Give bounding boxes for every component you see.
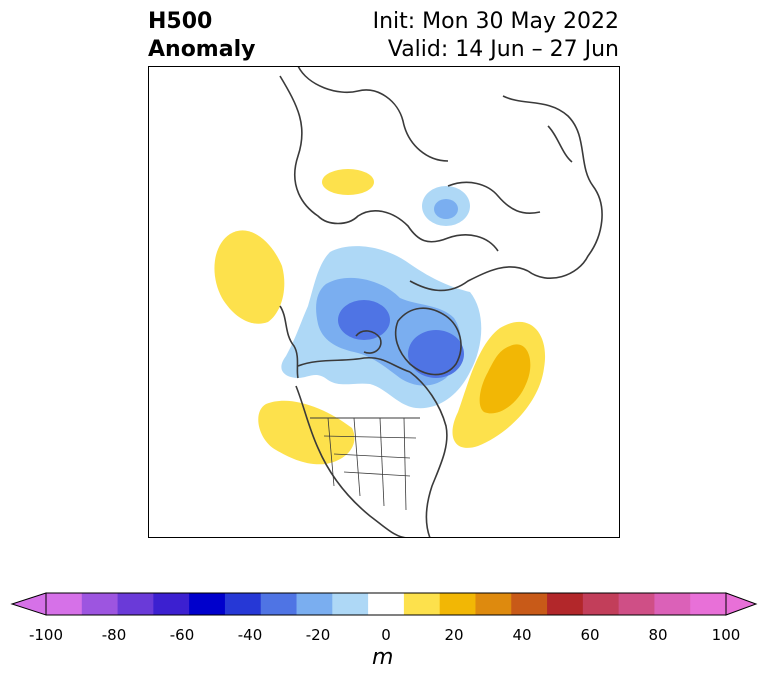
colorbar-tick-label: -100 bbox=[29, 626, 63, 644]
colorbar-segment bbox=[618, 593, 655, 615]
colorbar-extend-high bbox=[725, 592, 758, 616]
colorbar bbox=[10, 592, 758, 616]
colorbar-tick-label: -80 bbox=[102, 626, 127, 644]
colorbar-segment bbox=[153, 593, 190, 615]
colorbar-border bbox=[45, 592, 727, 616]
colorbar-segment bbox=[189, 593, 226, 615]
colorbar-segments bbox=[10, 592, 758, 616]
colorbar-tick-label: 0 bbox=[381, 626, 391, 644]
colorbar-segment bbox=[368, 593, 405, 615]
negative-anomaly-scandinavia-core bbox=[434, 199, 458, 219]
colorbar-tick-label: -60 bbox=[170, 626, 195, 644]
title-type: Anomaly bbox=[148, 37, 256, 62]
colorbar-segment bbox=[224, 593, 262, 615]
anomaly-shading bbox=[214, 169, 546, 465]
coastlines bbox=[279, 66, 603, 538]
negative-anomaly-core-west bbox=[338, 300, 390, 340]
colorbar-segment bbox=[81, 593, 119, 615]
init-date: Init: Mon 30 May 2022 bbox=[372, 9, 619, 34]
positive-anomaly-africa bbox=[322, 169, 374, 195]
colorbar-tick-label: 60 bbox=[580, 626, 599, 644]
colorbar-extend-low bbox=[10, 592, 47, 616]
colorbar-segment bbox=[332, 593, 369, 615]
colorbar-tick-label: 20 bbox=[444, 626, 463, 644]
colorbar-tick-label: -40 bbox=[238, 626, 263, 644]
colorbar-segment bbox=[403, 593, 441, 615]
colorbar-segment bbox=[260, 593, 298, 615]
colorbar-segment bbox=[511, 593, 548, 615]
colorbar-segment bbox=[46, 593, 83, 615]
colorbar-tick-label: 100 bbox=[712, 626, 741, 644]
colorbar-tick-label: -20 bbox=[306, 626, 331, 644]
colorbar-units: m bbox=[372, 645, 394, 670]
colorbar-segment bbox=[117, 593, 154, 615]
colorbar-tick-label: 40 bbox=[512, 626, 531, 644]
map-panel bbox=[148, 66, 620, 538]
colorbar-tick-label: 80 bbox=[648, 626, 667, 644]
valid-range: Valid: 14 Jun – 27 Jun bbox=[387, 37, 619, 62]
negative-anomaly-core-east bbox=[408, 330, 464, 378]
colorbar-segment bbox=[547, 593, 584, 615]
positive-anomaly-pacific bbox=[214, 230, 285, 324]
colorbar-segment bbox=[582, 593, 620, 615]
title-right: Init: Mon 30 May 2022 Valid: 14 Jun – 27… bbox=[373, 8, 619, 64]
colorbar-segment bbox=[654, 593, 691, 615]
colorbar-ticks: -100 -80 -60 -40 -20 0 20 40 60 80 100 bbox=[29, 626, 741, 644]
map-border bbox=[148, 66, 620, 538]
title-left: H500 Anomaly bbox=[148, 8, 255, 64]
colorbar-segment bbox=[475, 593, 512, 615]
colorbar-segment bbox=[296, 593, 333, 615]
colorbar-segment bbox=[439, 593, 476, 615]
positive-anomaly-atlantic-core bbox=[479, 344, 531, 414]
colorbar-segment bbox=[690, 593, 727, 615]
title-variable: H500 bbox=[148, 9, 213, 34]
